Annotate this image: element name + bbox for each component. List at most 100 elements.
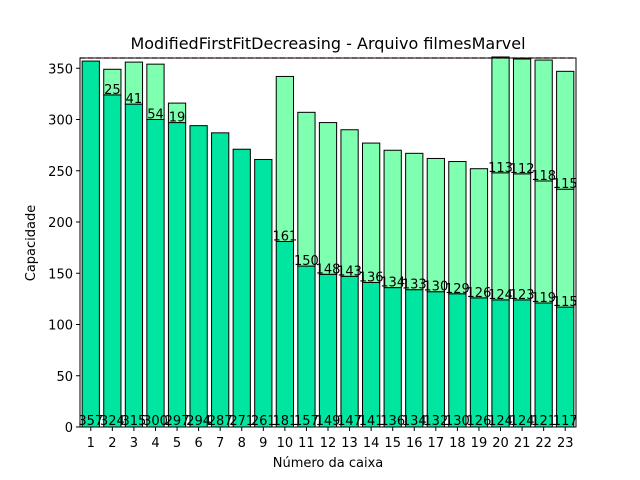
bar-segment	[426, 157, 445, 293]
x-tick-label: 15	[384, 436, 401, 451]
bar-segment	[534, 302, 553, 428]
x-tick-label: 14	[363, 436, 380, 451]
bar-segment	[167, 102, 187, 124]
data-label: 124	[488, 288, 513, 303]
data-label: 115	[553, 295, 578, 310]
bar-segment	[275, 240, 294, 428]
data-label: 157	[294, 414, 319, 429]
x-tick-label: 6	[194, 436, 202, 451]
data-label: 117	[553, 414, 578, 429]
bar-segment	[556, 306, 575, 428]
data-label: 134	[380, 276, 405, 291]
x-tick-label: 1	[87, 436, 95, 451]
y-tick-label: 0	[65, 421, 73, 436]
bar-segment	[426, 291, 445, 428]
bar-segment	[362, 281, 381, 428]
bar-segment	[512, 173, 532, 301]
data-label: 118	[531, 169, 556, 184]
bar-segment	[491, 56, 510, 174]
data-label: 294	[186, 414, 211, 429]
bar-segment	[512, 299, 532, 428]
data-label: 271	[229, 414, 254, 429]
x-tick-label: 22	[535, 436, 552, 451]
bar-segment	[534, 180, 553, 304]
data-label: 132	[423, 414, 448, 429]
x-tick-label: 9	[259, 436, 267, 451]
x-tick-label: 17	[428, 436, 445, 451]
bar-segment	[318, 122, 338, 275]
data-label: 315	[121, 414, 146, 429]
data-label: 141	[359, 414, 384, 429]
data-label: 300	[143, 414, 168, 429]
bar-segment	[556, 70, 575, 190]
data-label: 148	[316, 262, 341, 277]
x-tick-label: 4	[151, 436, 159, 451]
data-label: 123	[510, 288, 535, 303]
data-label: 181	[272, 414, 297, 429]
bar-segment	[491, 172, 510, 301]
bar-segment	[362, 142, 381, 283]
bar-segment	[103, 68, 122, 96]
data-label: 136	[380, 414, 405, 429]
data-label: 19	[169, 111, 186, 126]
data-label: 357	[78, 414, 103, 429]
bar-segment	[81, 60, 100, 428]
bar-segment	[124, 61, 144, 105]
bar-segment	[211, 132, 230, 428]
data-label: 129	[445, 282, 470, 297]
x-axis: 1 2 3 4 5 6 7 8 9 10 11 12 13 14 15 16 17 18 19 20 21 22 23	[87, 427, 573, 451]
x-tick-label: 18	[449, 436, 466, 451]
bar-segment	[491, 299, 510, 428]
bar-segment	[254, 158, 273, 428]
data-label: 324	[100, 414, 125, 429]
data-label: 133	[402, 278, 427, 293]
bar-segment	[146, 63, 165, 120]
bar-segment	[297, 265, 316, 428]
x-tick-label: 19	[471, 436, 488, 451]
data-label: 130	[445, 414, 470, 429]
data-label: 126	[467, 414, 492, 429]
bar-segment	[297, 111, 316, 267]
data-label: 126	[467, 286, 492, 301]
data-label: 150	[294, 254, 319, 269]
bar-segment	[275, 75, 294, 242]
data-label: 134	[402, 414, 427, 429]
data-label: 54	[147, 108, 164, 123]
y-tick-label: 250	[48, 165, 73, 180]
bar-segment	[469, 168, 489, 299]
chart-title: ModifiedFirstFitDecreasing - Arquivo fil…	[130, 34, 525, 53]
x-axis-label: Número da caixa	[273, 456, 384, 471]
bar-segment	[512, 58, 532, 175]
x-tick-label: 21	[514, 436, 531, 451]
data-label: 143	[337, 264, 362, 279]
data-label: 121	[531, 414, 556, 429]
data-label: 261	[251, 414, 276, 429]
x-tick-label: 20	[492, 436, 509, 451]
data-label: 112	[510, 162, 535, 177]
bar-segment	[167, 122, 187, 428]
data-label: 25	[104, 83, 121, 98]
data-label: 297	[165, 414, 190, 429]
data-label: 41	[126, 92, 143, 107]
y-tick-label: 300	[48, 114, 73, 129]
data-label: 119	[531, 291, 556, 306]
data-label: 115	[553, 177, 578, 192]
data-label: 149	[316, 414, 341, 429]
y-tick-label: 100	[48, 319, 73, 334]
bar-segment	[103, 94, 122, 428]
y-axis-label: Capacidade	[24, 205, 39, 282]
data-label: 113	[488, 161, 513, 176]
bars-layer	[81, 56, 575, 428]
data-label: 124	[510, 414, 535, 429]
x-tick-label: 12	[320, 436, 337, 451]
y-axis: 0 50 100 150 200 250 300 350	[48, 62, 80, 436]
bar-segment	[318, 273, 338, 428]
bar-segment	[448, 161, 467, 295]
data-label: 287	[208, 414, 233, 429]
bar-segment	[340, 129, 359, 277]
bar-segment	[534, 59, 553, 182]
data-label: 147	[337, 414, 362, 429]
x-tick-label: 5	[173, 436, 181, 451]
bar-segment	[405, 152, 424, 291]
